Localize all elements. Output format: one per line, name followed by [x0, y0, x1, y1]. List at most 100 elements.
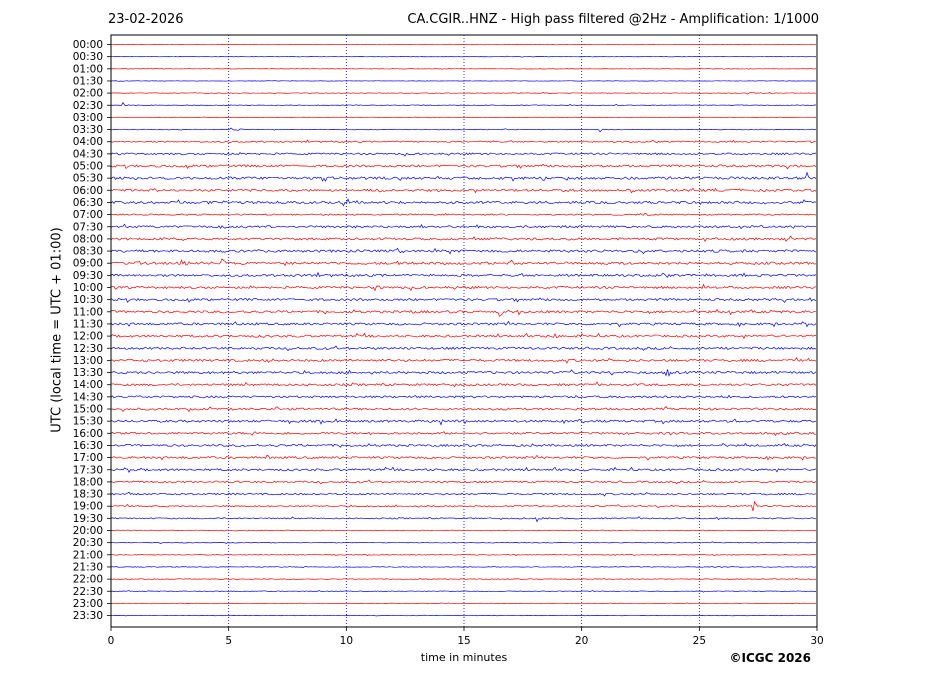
trace-2300: [110, 602, 817, 605]
y-tick-label: 05:00: [73, 161, 103, 173]
y-tick-label: 12:00: [73, 331, 103, 343]
y-tick-label: 08:00: [73, 233, 103, 245]
x-tick-label: 5: [225, 635, 232, 647]
trace-1900: [110, 500, 817, 512]
trace-1100: [110, 308, 817, 317]
trace-0300: [110, 116, 817, 119]
trace-0430: [110, 152, 817, 157]
trace-1400: [110, 381, 817, 388]
trace-2030: [110, 541, 817, 544]
x-tick-label: 10: [340, 635, 353, 647]
trace-0900: [110, 258, 817, 267]
x-tick-label: 15: [457, 635, 470, 647]
y-tick-label: 21:30: [73, 561, 103, 573]
trace-0500: [110, 163, 817, 170]
trace-0530: [110, 171, 817, 182]
y-tick-label: 19:30: [73, 513, 103, 525]
y-tick-label: 08:30: [73, 246, 103, 258]
y-tick-label: 15:00: [73, 404, 103, 416]
trace-0000: [110, 43, 817, 46]
y-tick-label: 18:30: [73, 489, 103, 501]
y-tick-label: 06:30: [73, 197, 103, 209]
trace-1700: [110, 454, 817, 461]
y-tick-label: 07:30: [73, 221, 103, 233]
trace-1600: [110, 431, 817, 437]
y-tick-label: 16:30: [73, 440, 103, 452]
y-tick-label: 03:00: [73, 112, 103, 124]
y-tick-label: 10:30: [73, 294, 103, 306]
trace-0800: [110, 235, 817, 243]
trace-2100: [110, 553, 817, 557]
y-axis-label: UTC (local time = UTC + 01:00): [49, 227, 65, 433]
trace-1430: [110, 394, 817, 399]
axis-layer: 00:0000:3001:0001:3002:0002:3003:0003:30…: [73, 34, 824, 647]
y-tick-label: 02:30: [73, 100, 103, 112]
trace-0830: [110, 247, 817, 255]
trace-0700: [110, 212, 817, 217]
trace-0930: [110, 271, 817, 278]
trace-1300: [110, 356, 817, 364]
y-tick-label: 17:00: [73, 452, 103, 464]
trace-1330: [110, 369, 817, 377]
y-tick-label: 14:30: [73, 391, 103, 403]
y-tick-label: 21:00: [73, 549, 103, 561]
y-tick-label: 23:00: [73, 598, 103, 610]
y-tick-label: 03:30: [73, 124, 103, 136]
y-tick-label: 01:00: [73, 63, 103, 75]
trace-layer: [110, 43, 817, 617]
trace-2130: [110, 566, 817, 568]
trace-1930: [110, 516, 817, 523]
y-tick-label: 14:00: [73, 379, 103, 391]
trace-2330: [110, 614, 817, 617]
y-tick-label: 20:30: [73, 537, 103, 549]
x-tick-label: 25: [693, 635, 706, 647]
trace-1130: [110, 320, 817, 328]
y-tick-label: 04:00: [73, 136, 103, 148]
y-tick-label: 00:00: [73, 39, 103, 51]
y-tick-label: 04:30: [73, 148, 103, 160]
grid-layer: [228, 35, 700, 627]
trace-1830: [110, 491, 817, 497]
trace-1030: [110, 297, 817, 303]
trace-0600: [110, 187, 817, 194]
trace-1800: [110, 479, 817, 485]
trace-0230: [110, 101, 817, 107]
y-tick-label: 11:00: [73, 306, 103, 318]
y-tick-label: 05:30: [73, 173, 103, 185]
trace-0330: [110, 127, 817, 133]
y-tick-label: 17:30: [73, 464, 103, 476]
trace-2000: [110, 529, 817, 532]
y-tick-label: 18:00: [73, 476, 103, 488]
trace-2200: [110, 578, 817, 581]
y-tick-label: 15:30: [73, 416, 103, 428]
trace-1200: [110, 332, 817, 340]
y-tick-label: 10:00: [73, 282, 103, 294]
x-tick-label: 30: [810, 635, 823, 647]
y-tick-label: 19:00: [73, 501, 103, 513]
y-tick-label: 13:00: [73, 355, 103, 367]
y-tick-label: 00:30: [73, 51, 103, 63]
y-tick-label: 20:00: [73, 525, 103, 537]
y-tick-label: 02:00: [73, 88, 103, 100]
plot-title: CA.CGIR..HNZ - High pass filtered @2Hz -…: [407, 12, 819, 27]
trace-0030: [110, 55, 817, 58]
x-tick-label: 20: [575, 635, 588, 647]
trace-2230: [110, 590, 817, 593]
y-tick-label: 09:30: [73, 270, 103, 282]
trace-0630: [110, 198, 817, 207]
trace-1530: [110, 418, 817, 426]
x-tick-label: 0: [108, 635, 115, 647]
y-tick-label: 11:30: [73, 318, 103, 330]
trace-0730: [110, 223, 817, 230]
y-tick-label: 23:30: [73, 610, 103, 622]
plot-date: 23-02-2026: [108, 12, 184, 27]
trace-1630: [110, 442, 817, 448]
copyright-notice: ©ICGC 2026: [729, 651, 811, 665]
plot-frame: [110, 34, 818, 628]
y-tick-label: 13:30: [73, 367, 103, 379]
y-tick-label: 06:00: [73, 185, 103, 197]
trace-1500: [110, 405, 817, 413]
y-tick-label: 22:30: [73, 586, 103, 598]
trace-0400: [110, 139, 817, 144]
